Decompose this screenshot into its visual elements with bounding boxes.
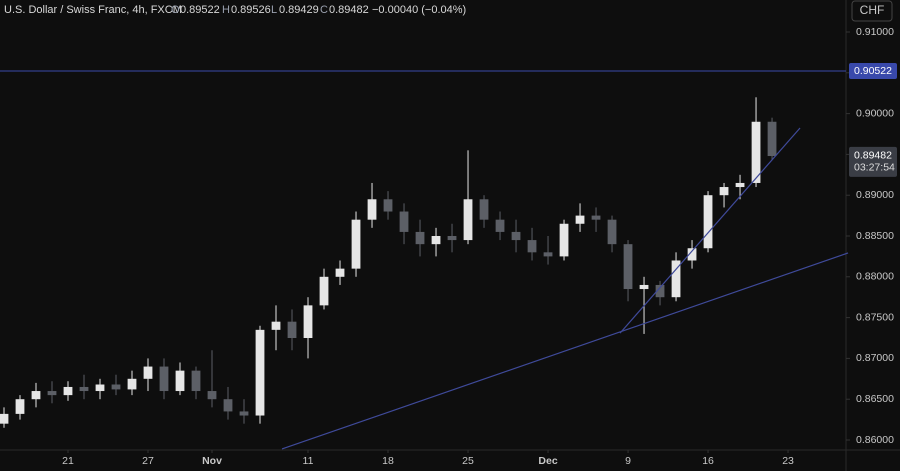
y-tick-label: 0.87000 xyxy=(856,352,894,364)
x-tick-label: Nov xyxy=(202,455,222,467)
candle-body xyxy=(463,199,473,241)
candle-body xyxy=(527,240,537,253)
candle-body xyxy=(591,215,601,220)
candle-body xyxy=(319,276,329,306)
candle-body xyxy=(287,321,297,338)
low-value: 0.89429 xyxy=(279,4,319,16)
high-value: 0.89526 xyxy=(231,4,271,16)
candle-body xyxy=(511,231,521,241)
candle-body xyxy=(127,378,137,390)
currency-button[interactable]: CHF xyxy=(851,0,893,22)
y-tick-label: 0.88500 xyxy=(856,230,894,242)
x-tick-label: 16 xyxy=(702,455,714,467)
candle-body xyxy=(143,366,153,379)
candle-body xyxy=(159,366,169,392)
y-tick-label: 0.89000 xyxy=(856,189,894,201)
close-value: 0.89482 xyxy=(329,4,369,16)
candle-body xyxy=(239,411,249,416)
candle-body xyxy=(447,236,457,241)
candle-body xyxy=(687,248,697,261)
x-tick-label: 18 xyxy=(382,455,394,467)
axes: 0.86000 0.86500 0.87000 0.87500 0.88000 0.885… xyxy=(62,26,897,467)
candle-body xyxy=(751,121,761,183)
y-tick-label: 0.86000 xyxy=(856,434,894,446)
change-value: −0.00040 (−0.04%) xyxy=(372,4,466,16)
high-label: H xyxy=(222,4,230,16)
candle-body xyxy=(719,187,729,196)
candle-body xyxy=(63,386,73,396)
candle-body xyxy=(575,215,585,224)
candle-body xyxy=(0,413,9,424)
candle-body xyxy=(223,399,233,412)
candle-body xyxy=(303,305,313,338)
y-tick-label: 0.88000 xyxy=(856,271,894,283)
candle-body xyxy=(543,252,553,257)
trendline xyxy=(619,127,801,334)
countdown-label: 03:27:54 xyxy=(854,162,895,174)
x-tick-label: 25 xyxy=(462,455,474,467)
trendline xyxy=(281,252,849,450)
x-tick-label: 11 xyxy=(303,455,314,467)
candle-body xyxy=(735,182,745,188)
candle-body xyxy=(15,399,25,414)
currency-box[interactable] xyxy=(851,0,893,22)
candle-body xyxy=(655,284,665,298)
x-tick-label: 21 xyxy=(62,455,74,467)
candle-body xyxy=(767,121,777,157)
candle-body xyxy=(671,260,681,298)
y-tick-label: 0.90000 xyxy=(856,107,894,119)
candle-body xyxy=(31,391,41,400)
candle-body xyxy=(639,284,649,290)
open-label: O xyxy=(171,4,180,16)
candle-body xyxy=(415,231,425,245)
symbol-title: U.S. Dollar / Swiss Franc, 4h, FXCM xyxy=(4,4,182,16)
candle-body xyxy=(383,199,393,212)
candle-body xyxy=(495,219,505,232)
plot-area xyxy=(0,70,849,450)
open-value: 0.89522 xyxy=(180,4,220,16)
candle-body xyxy=(47,391,57,396)
candle-body xyxy=(623,244,633,290)
candle-body xyxy=(79,386,89,392)
x-tick-label: Dec xyxy=(538,455,557,467)
candle-body xyxy=(703,195,713,249)
candle-body xyxy=(207,391,217,400)
candle-body xyxy=(111,384,121,390)
hline-price-box xyxy=(849,63,897,80)
y-tick-label: 0.86500 xyxy=(856,393,894,405)
hline-price-label: 0.90522 xyxy=(854,65,892,77)
candle-body xyxy=(431,236,441,245)
y-tick-label: 0.91000 xyxy=(856,26,894,38)
candle-body xyxy=(255,329,265,416)
candle-body xyxy=(191,370,201,392)
candle-body xyxy=(479,199,489,220)
x-tick-label: 27 xyxy=(142,455,154,467)
candle-body xyxy=(335,268,345,277)
currency-label[interactable]: CHF xyxy=(860,3,885,17)
candle-body xyxy=(367,199,377,220)
last-price-box xyxy=(849,146,897,177)
candle-body xyxy=(607,219,617,245)
last-price-label: 0.89482 xyxy=(854,150,892,162)
y-tick-label: 0.87500 xyxy=(856,311,894,323)
candle-body xyxy=(175,370,185,392)
candle-body xyxy=(559,223,569,257)
low-label: L xyxy=(271,4,277,16)
candle-body xyxy=(399,211,409,232)
x-tick-label: 9 xyxy=(625,455,631,467)
candle-body xyxy=(351,219,361,269)
candle-body xyxy=(95,384,105,392)
close-label: C xyxy=(320,4,328,16)
legend-header: U.S. Dollar / Swiss Franc, 4h, FXCM O 0.… xyxy=(4,4,466,16)
candle-body xyxy=(271,321,281,330)
x-tick-label: 23 xyxy=(782,455,794,467)
